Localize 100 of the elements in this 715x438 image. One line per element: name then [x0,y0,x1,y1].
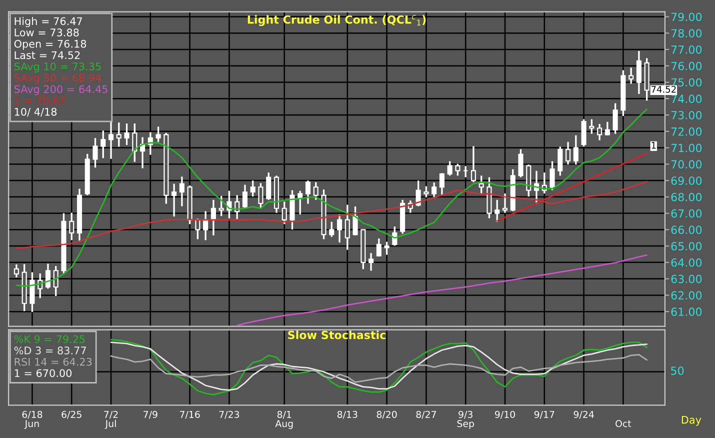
candlestick [116,122,122,148]
candlestick [305,180,311,205]
candlestick [494,199,500,223]
x-tick-label: 6/25 [62,410,82,419]
candlestick [53,265,58,297]
candlestick [69,212,74,241]
y-tick-label: 69.00 [671,176,702,185]
x-tick-label: Oct [616,420,632,428]
chart-title: Light Crude Oil Cont. (QCL$^{c}$$_{1}$) [248,14,426,26]
candlestick [636,50,642,95]
text: %D 3 = 83.77 [14,346,86,354]
candlestick [313,181,318,201]
candlestick [612,102,618,135]
candlestick [550,160,555,192]
candlestick [344,204,350,251]
text: SAvg 200 = 64.45 [14,85,108,96]
y-tick-label: 63.00 [671,274,702,284]
candlestick [337,214,342,244]
candlestick [282,200,287,225]
x-tick-label: 9/10 [494,410,515,419]
candlestick [573,134,578,166]
annotation: High = 76.47 [14,17,82,28]
chart-title: Slow Stochastic [288,330,386,340]
y-tick-label: 66.00 [671,226,702,234]
candlestick [132,122,138,163]
y-tick-label: 72.00 [671,127,702,136]
candlestick [628,66,634,85]
x-tick-label: 9/17 [534,410,554,419]
y-tick-label: 71.00 [671,144,702,152]
candlestick [124,122,130,146]
candlestick [156,126,161,143]
candlestick [447,160,452,176]
y-tick-label: 65.00 [671,242,702,250]
x-tick-label: 7/23 [219,410,240,419]
candlestick [92,137,98,168]
x-tick-label: 8/27 [416,410,436,419]
text: SAvg 10 = 73.35 [14,62,101,72]
x-tick-label: 9/24 [574,410,594,419]
candlestick [558,146,563,176]
annotation: 74.52 [652,86,676,93]
candlestick [589,118,594,135]
candlestick [376,238,382,258]
y-tick-label: 76.00 [671,62,702,70]
candlestick [597,123,602,142]
candlestick [250,180,256,198]
candlestick [566,141,571,166]
y-tick-label: 74.00 [671,94,702,104]
candlestick [439,172,444,196]
candlestick [384,240,390,256]
candlestick [172,182,177,218]
annotation: Low = 73.88 [14,28,79,36]
text: 50 [671,366,684,375]
candlestick [478,174,484,194]
y-tick-label: 64.00 [671,258,702,267]
y-tick-label: 75.00 [671,78,702,87]
y-tick-label: 62.00 [671,291,702,300]
candlestick [455,162,460,176]
candlestick [218,195,224,217]
annotation: 1 = 670.00 [14,369,72,378]
candlestick [14,264,19,278]
y-tick-label: 61.00 [671,308,702,316]
text: 1 = 70.67 [14,96,65,104]
candlestick [502,192,508,214]
x-tick-label: 7/2 Jul [104,410,118,429]
candlestick [470,145,476,184]
y-tick-label: 67.00 [671,209,702,218]
candlestick [100,130,106,159]
y-tick-label: 68.00 [671,192,702,202]
candlestick [368,252,374,272]
annotation: 10/ 4/18 [14,108,57,117]
annotation: Last = 74.52 [14,51,80,60]
candlestick [424,185,429,198]
candlestick [352,206,358,236]
candlestick [581,118,586,148]
x-tick-label: 6/18 Jun [22,410,42,429]
candlestick [179,176,184,208]
series-label: RSI 14 = 64.23 [14,358,92,366]
x-tick-label: 8/20 [376,410,397,419]
candlestick [45,262,51,290]
y-tick-label: 70.00 [671,160,702,169]
text: SAvg 50 = 68.94 [14,74,102,84]
candlestick [416,180,421,208]
candlestick [604,121,610,136]
x-tick-label: 7/16 [180,410,200,419]
candlestick [258,182,264,209]
x-tick-label: 8/1 Aug [275,410,293,429]
y-tick-label: 79.00 [671,12,702,22]
line-series [496,152,648,222]
candlestick [518,148,524,178]
candlestick [30,271,35,313]
y-tick-label: 73.00 [671,110,702,120]
annotation: Open = 76.18 [14,40,86,50]
candlestick [329,220,334,238]
y-tick-label: 78.00 [671,29,702,38]
candlestick [242,184,248,209]
line-series [16,180,648,249]
y-tick-label: 77.00 [671,45,702,54]
line-series [236,254,648,326]
x-tick-label: 8/13 [337,410,358,419]
x-tick-label: 7/9 [144,410,158,419]
